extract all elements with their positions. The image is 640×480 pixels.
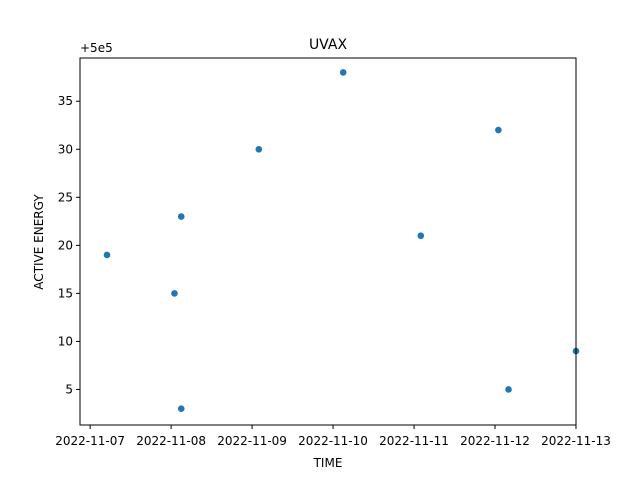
x-tick-label: 2022-11-11 bbox=[379, 434, 449, 448]
y-tick-label: 20 bbox=[58, 238, 73, 252]
y-tick-label: 5 bbox=[65, 382, 73, 396]
data-point bbox=[177, 405, 185, 412]
axis-ticks: 2022-11-07 2022-11-08 2022-11-09 2022-11-10… bbox=[55, 94, 611, 448]
x-tick-label: 2022-11-10 bbox=[298, 434, 368, 448]
data-point bbox=[417, 232, 425, 240]
data-point bbox=[339, 69, 347, 76]
data-point bbox=[103, 251, 111, 259]
y-tick-label: 25 bbox=[58, 190, 73, 204]
x-tick-label: 2022-11-12 bbox=[460, 434, 530, 448]
y-tick-label: 30 bbox=[58, 142, 73, 156]
data-point bbox=[177, 213, 185, 220]
x-tick-label: 2022-11-08 bbox=[136, 434, 206, 448]
x-tick-label: 2022-11-13 bbox=[541, 434, 611, 448]
y-tick-label: 10 bbox=[58, 334, 73, 348]
x-axis-title: TIME bbox=[313, 456, 343, 470]
y-tick-label: 35 bbox=[58, 94, 73, 108]
data-point bbox=[505, 386, 512, 393]
data-point bbox=[495, 126, 502, 134]
y-tick-label: 15 bbox=[58, 286, 73, 300]
y-offset-label: +5e5 bbox=[80, 41, 113, 55]
data-point bbox=[171, 290, 178, 297]
data-point bbox=[255, 145, 263, 153]
chart-title: UVAX bbox=[309, 37, 348, 53]
x-tick-label: 2022-11-09 bbox=[217, 434, 287, 448]
plot-frame bbox=[79, 57, 577, 426]
data-points bbox=[103, 69, 580, 412]
x-tick-label: 2022-11-07 bbox=[55, 434, 125, 448]
y-axis-title: ACTIVE ENERGY bbox=[32, 194, 46, 290]
